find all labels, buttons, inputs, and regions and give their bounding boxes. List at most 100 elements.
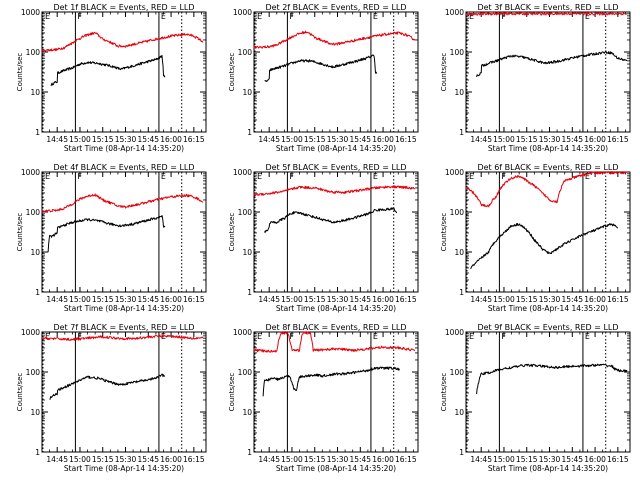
plot-frame (41, 171, 207, 293)
panel-title: Det 6f BLACK = Events, RED = LLD (477, 163, 618, 172)
y-axis: 1 10 100 1000 (21, 168, 206, 297)
series-events-line (470, 223, 618, 270)
y-tick-label: 1 (459, 288, 464, 297)
y-axis: 1 10 100 1000 (445, 8, 630, 137)
marker-label: F (501, 172, 506, 181)
marker-label: E (161, 12, 166, 21)
y-tick-label: 10 (242, 88, 252, 97)
marker-label: E (373, 332, 378, 341)
series-events-line (264, 54, 378, 82)
y-tick-label: 1 (247, 288, 252, 297)
x-axis-label: Start Time (08-Apr-14 14:35:20) (488, 144, 608, 153)
y-tick-label: 1 (35, 288, 40, 297)
marker-label: F (77, 172, 82, 181)
x-tick-label: 15:00 (281, 455, 303, 464)
y-tick-label: 1000 (445, 328, 464, 337)
x-tick-label: 16:15 (183, 455, 205, 464)
x-tick-label: 15:15 (304, 295, 326, 304)
x-tick-label: 14:45 (470, 295, 492, 304)
panel-title: Det 2f BLACK = Events, RED = LLD (265, 3, 406, 12)
panel-title: Det 9f BLACK = Events, RED = LLD (477, 323, 618, 332)
x-tick-label: 15:45 (561, 455, 583, 464)
x-tick-label: 14:45 (258, 295, 280, 304)
y-tick-label: 10 (454, 248, 464, 257)
x-axis-label: Start Time (08-Apr-14 14:35:20) (64, 464, 184, 473)
x-axis: 14:45 15:00 15:15 15:30 15:45 16:00 16:15 (258, 12, 417, 144)
panel-det-4: Det 4f BLACK = Events, RED = LLD 1 10 100 10… (16, 163, 207, 313)
y-tick-label: 10 (30, 88, 40, 97)
x-tick-label: 16:00 (160, 135, 182, 144)
x-axis: 14:45 15:00 15:15 15:30 15:45 16:00 16:15 (470, 12, 629, 144)
y-axis: 1 10 100 1000 (445, 328, 630, 457)
x-tick-label: 16:00 (160, 295, 182, 304)
x-tick-label: 15:45 (137, 295, 159, 304)
x-tick-label: 15:30 (539, 455, 561, 464)
series-events-line (476, 50, 628, 78)
x-tick-label: 16:00 (372, 455, 394, 464)
y-tick-label: 100 (238, 368, 253, 377)
panel-title: Det 7f BLACK = Events, RED = LLD (53, 323, 194, 332)
y-tick-label: 1 (459, 128, 464, 137)
series-lld-line (41, 31, 204, 52)
y-axis: 1 10 100 1000 (21, 8, 206, 137)
plot-frame (465, 11, 631, 133)
series-lld-line (465, 171, 628, 208)
panel-det-9: Det 9f BLACK = Events, RED = LLD 1 10 100 10… (440, 323, 631, 473)
y-axis: 1 10 100 1000 (233, 328, 418, 457)
y-tick-label: 10 (454, 408, 464, 417)
y-tick-label: 10 (242, 408, 252, 417)
panel-title: Det 4f BLACK = Events, RED = LLD (53, 163, 194, 172)
x-tick-label: 15:00 (493, 455, 515, 464)
x-tick-label: 15:30 (539, 295, 561, 304)
series-lld-line (253, 185, 416, 197)
x-tick-label: 15:45 (349, 295, 371, 304)
x-tick-label: 14:45 (46, 295, 68, 304)
marker-label: F (501, 12, 506, 21)
series-events-line (49, 373, 166, 400)
x-tick-label: 16:15 (395, 295, 417, 304)
x-tick-label: 15:00 (69, 295, 91, 304)
x-axis-label: Start Time (08-Apr-14 14:35:20) (488, 304, 608, 313)
x-tick-label: 15:15 (516, 295, 538, 304)
panel-grid: Det 1f BLACK = Events, RED = LLD 1 10 100 10… (16, 3, 631, 473)
x-tick-label: 15:45 (561, 135, 583, 144)
y-axis-label: Counts/sec (440, 53, 448, 92)
x-tick-label: 15:00 (281, 295, 303, 304)
marker-label: E (585, 12, 590, 21)
y-tick-label: 100 (26, 368, 41, 377)
y-axis-label: Counts/sec (16, 213, 24, 252)
plot-frame (41, 11, 207, 133)
marker-label: E (373, 12, 378, 21)
marker-label: E (585, 172, 590, 181)
panel-title: Det 1f BLACK = Events, RED = LLD (53, 3, 194, 12)
panel-det-5: Det 5f BLACK = Events, RED = LLD 1 10 100 10… (228, 163, 419, 313)
y-tick-label: 10 (454, 88, 464, 97)
panel-det-3: Det 3f BLACK = Events, RED = LLD 1 10 100 10… (440, 3, 631, 153)
x-tick-label: 15:30 (327, 295, 349, 304)
x-tick-label: 16:15 (607, 135, 629, 144)
x-axis: 14:45 15:00 15:15 15:30 15:45 16:00 16:15 (46, 172, 205, 304)
x-tick-label: 16:15 (183, 295, 205, 304)
y-tick-label: 100 (26, 48, 41, 57)
x-tick-label: 15:00 (493, 295, 515, 304)
panel-det-7: Det 7f BLACK = Events, RED = LLD 1 10 100 10… (16, 323, 207, 473)
x-tick-label: 14:45 (258, 455, 280, 464)
y-axis-label: Counts/sec (440, 213, 448, 252)
series-events-line (264, 207, 398, 233)
series-events-line (50, 54, 166, 87)
panel-title: Det 5f BLACK = Events, RED = LLD (265, 163, 406, 172)
y-tick-label: 100 (26, 208, 41, 217)
x-tick-label: 16:00 (160, 455, 182, 464)
plot-frame (253, 171, 419, 293)
y-tick-label: 1000 (445, 8, 464, 17)
x-axis: 14:45 15:00 15:15 15:30 15:45 16:00 16:15 (470, 332, 629, 464)
y-tick-label: 100 (238, 208, 253, 217)
marker-label: E (469, 172, 474, 181)
x-axis: 14:45 15:00 15:15 15:30 15:45 16:00 16:15 (46, 332, 205, 464)
y-tick-label: 1000 (233, 328, 252, 337)
